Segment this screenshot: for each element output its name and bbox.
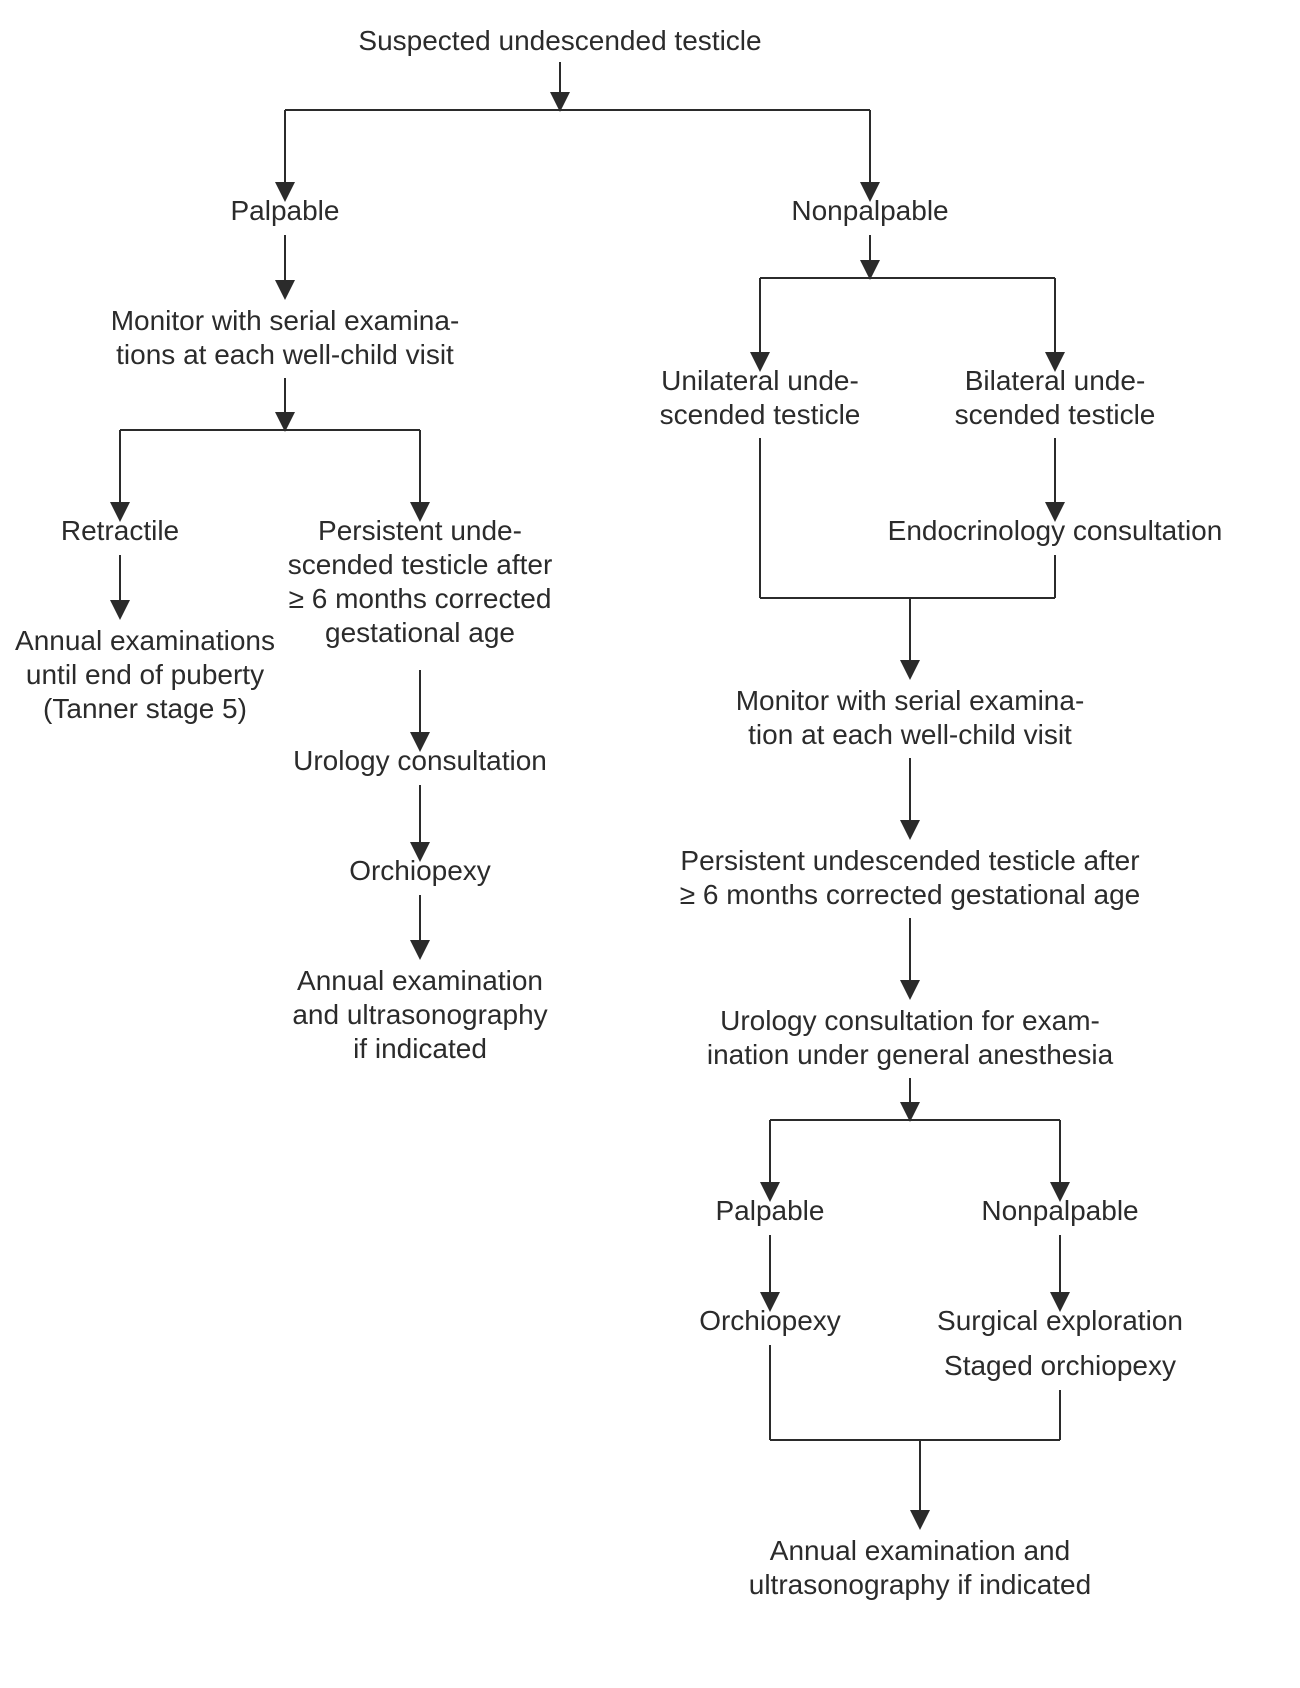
svg-text:Palpable: Palpable: [716, 1195, 825, 1226]
svg-text:Unilateral unde-scended testic: Unilateral unde-scended testicle: [660, 365, 861, 430]
node-uni: Unilateral unde-scended testicle: [660, 365, 861, 430]
node-staged: Staged orchiopexy: [944, 1350, 1176, 1381]
node-persist2: Persistent undescended testicle after≥ 6…: [680, 845, 1141, 910]
node-nonpalp2: Nonpalpable: [981, 1195, 1138, 1226]
flowchart-canvas: Suspected undescended testicle Palpable No…: [0, 0, 1300, 1688]
node-orchio1: Orchiopexy: [349, 855, 491, 886]
svg-text:Nonpalpable: Nonpalpable: [981, 1195, 1138, 1226]
node-root: Suspected undescended testicle: [358, 25, 761, 56]
node-palp: Palpable: [231, 195, 340, 226]
node-monitor1: Monitor with serial examina-tions at eac…: [111, 305, 460, 370]
svg-text:Endocrinology consultation: Endocrinology consultation: [888, 515, 1223, 546]
node-uro1: Urology consultation: [293, 745, 547, 776]
svg-text:Annual examinationand ultrason: Annual examinationand ultrasonographyif …: [292, 965, 547, 1064]
node-orchio2: Orchiopexy: [699, 1305, 841, 1336]
node-monitor2: Monitor with serial examina-tion at each…: [736, 685, 1085, 750]
svg-text:Retractile: Retractile: [61, 515, 179, 546]
svg-text:Annual examinationsuntil end o: Annual examinationsuntil end of puberty(…: [15, 625, 275, 724]
node-annual3: Annual examination andultrasonography if…: [749, 1535, 1091, 1600]
node-bi: Bilateral unde-scended testicle: [955, 365, 1156, 430]
node-uro2: Urology consultation for exam-ination un…: [707, 1005, 1114, 1070]
node-nonpalp: Nonpalpable: [791, 195, 948, 226]
svg-text:Monitor with serial examina-ti: Monitor with serial examina-tion at each…: [736, 685, 1085, 750]
svg-text:Staged orchiopexy: Staged orchiopexy: [944, 1350, 1176, 1381]
svg-text:Bilateral unde-scended testicl: Bilateral unde-scended testicle: [955, 365, 1156, 430]
svg-text:Urology consultation for exam-: Urology consultation for exam-ination un…: [707, 1005, 1114, 1070]
svg-text:Annual examination andultrason: Annual examination andultrasonography if…: [749, 1535, 1091, 1600]
svg-text:Urology consultation: Urology consultation: [293, 745, 547, 776]
svg-text:Suspected undescended testicle: Suspected undescended testicle: [358, 25, 761, 56]
node-persist1: Persistent unde-scended testicle after≥ …: [288, 515, 553, 648]
node-annual2: Annual examinationand ultrasonographyif …: [292, 965, 547, 1064]
node-surg: Surgical exploration: [937, 1305, 1183, 1336]
svg-text:Orchiopexy: Orchiopexy: [699, 1305, 841, 1336]
node-retractile: Retractile: [61, 515, 179, 546]
node-palp2: Palpable: [716, 1195, 825, 1226]
svg-text:Orchiopexy: Orchiopexy: [349, 855, 491, 886]
svg-text:Persistent undescended testicl: Persistent undescended testicle after≥ 6…: [680, 845, 1141, 910]
svg-text:Persistent unde-scended testic: Persistent unde-scended testicle after≥ …: [288, 515, 553, 648]
svg-text:Palpable: Palpable: [231, 195, 340, 226]
node-endo: Endocrinology consultation: [888, 515, 1223, 546]
svg-text:Surgical exploration: Surgical exploration: [937, 1305, 1183, 1336]
svg-text:Monitor with serial examina-ti: Monitor with serial examina-tions at eac…: [111, 305, 460, 370]
svg-text:Nonpalpable: Nonpalpable: [791, 195, 948, 226]
node-annual1: Annual examinationsuntil end of puberty(…: [15, 625, 275, 724]
